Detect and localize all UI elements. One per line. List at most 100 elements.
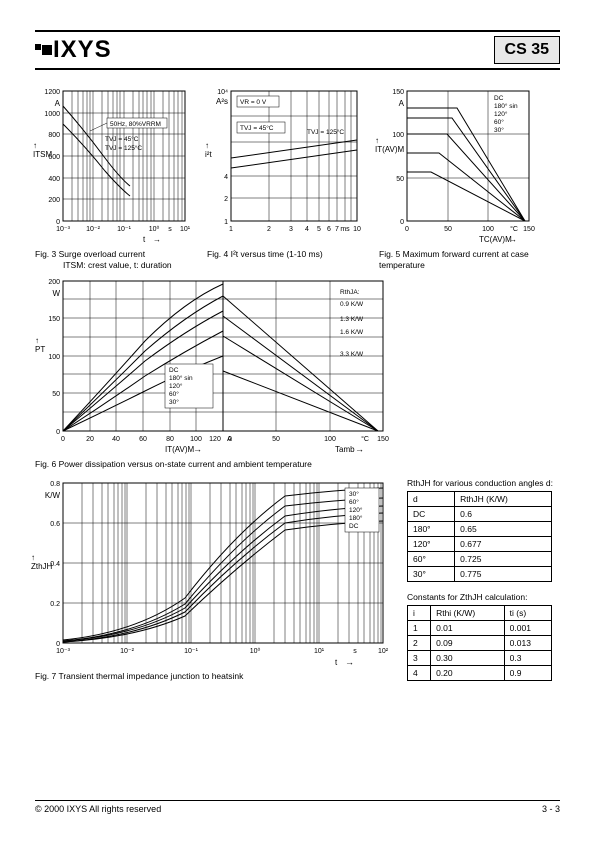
table-row: 40.200.9 [408, 665, 552, 680]
fig6-caption: Fig. 6 Power dissipation versus on-state… [35, 459, 560, 470]
svg-text:2: 2 [224, 196, 228, 203]
table-row: 30°0.775 [408, 566, 552, 581]
svg-text:DC: DC [169, 367, 179, 374]
fig3-annot-0: 50Hz, 80%VRRM [110, 121, 161, 128]
table-row: 120°0.677 [408, 536, 552, 551]
table2: iRthi (K/W)ti (s) 10.010.001 20.090.013 … [407, 605, 552, 681]
svg-text:7: 7 [335, 226, 339, 233]
svg-text:0.9 K/W: 0.9 K/W [340, 301, 364, 308]
svg-text:ms: ms [340, 226, 350, 233]
fig6-svg: DC 180° sin 120° 60° 30° RthJA: 0.9 K/W … [35, 276, 395, 456]
svg-text:100: 100 [190, 436, 202, 443]
svg-text:10⁻¹: 10⁻¹ [184, 648, 198, 655]
svg-text:0: 0 [56, 641, 60, 648]
svg-text:180°: 180° [349, 514, 363, 522]
chart-row-3: 30° 60° 120° 180° DC 0 0.2 0.4 0.6 0.8 K… [35, 478, 560, 691]
table-row: DC0.6 [408, 506, 552, 521]
svg-text:6: 6 [327, 226, 331, 233]
svg-text:100: 100 [48, 354, 60, 361]
table-row: 60°0.725 [408, 551, 552, 566]
svg-text:IT(AV)M: IT(AV)M [165, 445, 195, 454]
svg-text:10⁻¹: 10⁻¹ [117, 226, 131, 233]
fig4-ylabel: ↑i²t [205, 141, 212, 159]
svg-text:30°: 30° [169, 398, 179, 406]
svg-text:0: 0 [405, 226, 409, 233]
svg-text:120°: 120° [349, 506, 363, 514]
svg-text:2: 2 [267, 226, 271, 233]
page-header: IXYS CS 35 [35, 30, 560, 70]
svg-text:4: 4 [305, 226, 309, 233]
svg-text:10⁻³: 10⁻³ [56, 226, 70, 233]
svg-text:0.2: 0.2 [50, 601, 60, 608]
svg-text:0: 0 [61, 436, 65, 443]
svg-text:120: 120 [209, 436, 221, 443]
fig6-ylabel: ↑PT [35, 336, 45, 354]
svg-text:→: → [153, 235, 161, 244]
svg-text:50: 50 [444, 226, 452, 233]
svg-text:120°: 120° [494, 110, 508, 118]
fig5: DC 180° sin 120° 60° 30° 0 50 100 150 A … [379, 86, 560, 270]
svg-text:10²: 10² [378, 648, 389, 655]
svg-text:150: 150 [377, 436, 389, 443]
svg-text:400: 400 [48, 176, 60, 183]
fig7: 30° 60° 120° 180° DC 0 0.2 0.4 0.6 0.8 K… [35, 478, 395, 691]
svg-text:10⁴: 10⁴ [217, 89, 228, 96]
page-number: 3 - 3 [542, 804, 560, 814]
tables-column: RthJH for various conduction angles d: d… [407, 478, 553, 691]
copyright: © 2000 IXYS All rights reserved [35, 804, 161, 814]
fig3-svg: 50Hz, 80%VRRM TVJ = 45°C TVJ = 125°C 0 2… [35, 86, 195, 246]
svg-text:°C: °C [510, 225, 518, 233]
svg-text:30°: 30° [349, 490, 359, 498]
svg-text:DC: DC [494, 95, 504, 102]
svg-text:RthJA:: RthJA: [340, 289, 360, 296]
svg-text:→: → [345, 657, 354, 667]
fig4-caption: Fig. 4 I²t versus time (1-10 ms) [207, 249, 367, 260]
svg-text:800: 800 [48, 132, 60, 139]
svg-text:TVJ = 45°C: TVJ = 45°C [240, 124, 274, 132]
svg-text:→: → [193, 444, 202, 454]
svg-text:10⁰: 10⁰ [149, 225, 160, 233]
svg-text:100: 100 [482, 226, 494, 233]
svg-text:40: 40 [112, 436, 120, 443]
ixys-logo: IXYS [35, 36, 112, 64]
svg-text:50: 50 [52, 391, 60, 398]
page-footer: © 2000 IXYS All rights reserved 3 - 3 [35, 800, 560, 814]
svg-text:1.6 K/W: 1.6 K/W [340, 329, 364, 336]
svg-text:100: 100 [324, 436, 336, 443]
svg-text:200: 200 [48, 279, 60, 286]
svg-text:A: A [55, 99, 61, 108]
svg-text:Tamb: Tamb [335, 445, 355, 454]
svg-text:TVJ = 125°C: TVJ = 125°C [307, 128, 344, 136]
fig3: 50Hz, 80%VRRM TVJ = 45°C TVJ = 125°C 0 2… [35, 86, 195, 270]
table-row: 10.010.001 [408, 620, 552, 635]
svg-text:20: 20 [86, 436, 94, 443]
svg-text:1000: 1000 [44, 111, 60, 118]
svg-text:10⁻³: 10⁻³ [56, 648, 70, 655]
svg-text:180° sin: 180° sin [169, 374, 193, 382]
svg-text:t: t [335, 658, 338, 667]
svg-text:10¹: 10¹ [314, 648, 325, 655]
svg-text:180° sin: 180° sin [494, 102, 518, 110]
table-row: 20.090.013 [408, 635, 552, 650]
table1: dRthJH (K/W) DC0.6 180°0.65 120°0.677 60… [407, 491, 552, 582]
svg-text:150: 150 [48, 316, 60, 323]
svg-text:A²s: A²s [216, 97, 228, 106]
svg-text:3: 3 [289, 226, 293, 233]
fig4-svg: VR = 0 V TVJ = 45°C TVJ = 125°C 1 2 4 10… [207, 86, 367, 246]
part-number: CS 35 [494, 36, 560, 64]
svg-text:0.6: 0.6 [50, 521, 60, 528]
svg-text:0.8: 0.8 [50, 481, 60, 488]
fig5-svg: DC 180° sin 120° 60° 30° 0 50 100 150 A … [379, 86, 539, 246]
fig3-annot-1: TVJ = 45°C [105, 135, 139, 143]
svg-text:1: 1 [224, 219, 228, 226]
svg-text:200: 200 [48, 197, 60, 204]
svg-text:1.3 K/W: 1.3 K/W [340, 316, 364, 323]
svg-text:10¹: 10¹ [180, 226, 191, 233]
svg-text:10: 10 [353, 226, 361, 233]
svg-text:s: s [353, 648, 357, 655]
svg-text:10⁻²: 10⁻² [120, 648, 134, 655]
fig4: VR = 0 V TVJ = 45°C TVJ = 125°C 1 2 4 10… [207, 86, 367, 270]
fig7-ylabel: ↑ZthJH [31, 553, 52, 571]
svg-text:→: → [509, 235, 517, 244]
fig3-caption: Fig. 3 Surge overload current ITSM: cres… [35, 249, 195, 270]
